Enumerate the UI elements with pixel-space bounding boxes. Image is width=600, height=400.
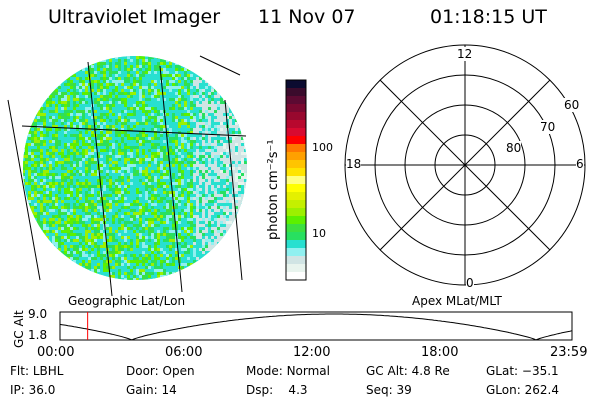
colorbar-band (286, 240, 306, 249)
colorbar-band (286, 200, 306, 209)
colorbar-band (286, 96, 306, 105)
colorbar-band (286, 144, 306, 153)
status-label: GLat: (486, 364, 519, 378)
colorbar-band (286, 184, 306, 193)
mlt-0: 0 (466, 276, 474, 290)
colorbar-band (286, 264, 306, 273)
geographic-grid (7, 55, 247, 297)
time: 01:18:15 UT (430, 6, 547, 28)
colorbar-band (286, 192, 306, 201)
mlt-12: 12 (457, 47, 473, 61)
lat-80: 80 (506, 141, 522, 155)
status-label: Seq: (366, 383, 393, 397)
status-value: LBHL (32, 364, 64, 378)
colorbar-band (286, 272, 306, 281)
xtick-1200: 12:00 (293, 345, 331, 360)
status-value: 39 (396, 383, 412, 397)
polar-grid (344, 44, 586, 286)
xtick-2359: 23:59 (550, 345, 588, 360)
colorbar-tick-10: 10 (312, 227, 326, 240)
status-value: 4.8 Re (411, 364, 450, 378)
status-value: 262.4 (524, 383, 559, 397)
status-label: GLon: (486, 383, 521, 397)
colorbar-band (286, 120, 306, 129)
lat-70: 70 (540, 120, 556, 134)
status-label: Mode: (246, 364, 283, 378)
colorbar-frame (285, 79, 307, 281)
status-field: Door: Open (126, 364, 195, 378)
colorbar-band (286, 168, 306, 177)
ytick-9: 9.0 (28, 307, 48, 321)
status-label: Flt: (10, 364, 29, 378)
colorbar-band (286, 128, 306, 137)
ytick-1.8: 1.8 (28, 328, 48, 342)
status-label: IP: (10, 383, 25, 397)
colorbar-band (286, 112, 306, 121)
xtick-0600: 06:00 (165, 345, 203, 360)
colorbar-band (286, 208, 306, 217)
status-field: GLat: −35.1 (486, 364, 559, 378)
colorbar-band (286, 104, 306, 113)
colorbar-band (286, 160, 306, 169)
uv-image (23, 56, 247, 280)
colorbar (286, 80, 306, 281)
instrument-title: Ultraviolet Imager (48, 6, 221, 28)
colorbar-band (286, 224, 306, 233)
altitude-plot-frame (59, 311, 573, 341)
colorbar-tick-100: 100 (312, 141, 333, 154)
status-field: GC Alt: 4.8 Re (366, 364, 450, 378)
status-field: Flt: LBHL (10, 364, 63, 378)
status-label: GC Alt: (366, 364, 408, 378)
status-value: Normal (286, 364, 330, 378)
altitude-curve (59, 313, 573, 341)
status-value: −35.1 (521, 364, 559, 378)
mlt-18: 18 (346, 157, 362, 171)
mlt-6: 6 (576, 157, 584, 171)
status-label: Gain: (126, 383, 158, 397)
status-value: 36.0 (28, 383, 56, 397)
status-field: Seq: 39 (366, 383, 412, 397)
colorbar-band (286, 88, 306, 97)
status-label: Dsp: (246, 383, 274, 397)
status-value: 4.3 (276, 383, 308, 397)
lat-60: 60 (564, 98, 580, 112)
colorbar-label: photon cm⁻²s⁻¹ (266, 139, 281, 240)
colorbar-band (286, 232, 306, 241)
polar-label: Apex MLat/MLT (412, 294, 502, 308)
colorbar-band (286, 216, 306, 225)
xtick-0000: 00:00 (37, 345, 75, 360)
status-value: 14 (161, 383, 177, 397)
colorbar-band (286, 248, 306, 257)
colorbar-band (286, 80, 306, 89)
colorbar-band (286, 136, 306, 145)
colorbar-band (286, 152, 306, 161)
status-field: Mode: Normal (246, 364, 330, 378)
status-field: Dsp: 4.3 (246, 383, 308, 397)
altitude-ylabel: GC Alt (12, 310, 26, 348)
status-label: Door: (126, 364, 159, 378)
xtick-1800: 18:00 (421, 345, 459, 360)
status-field: IP: 36.0 (10, 383, 55, 397)
colorbar-band (286, 176, 306, 185)
status-value: Open (162, 364, 195, 378)
status-field: Gain: 14 (126, 383, 177, 397)
date: 11 Nov 07 (258, 6, 356, 28)
status-field: GLon: 262.4 (486, 383, 559, 397)
map-label: Geographic Lat/Lon (68, 294, 186, 308)
colorbar-band (286, 256, 306, 265)
